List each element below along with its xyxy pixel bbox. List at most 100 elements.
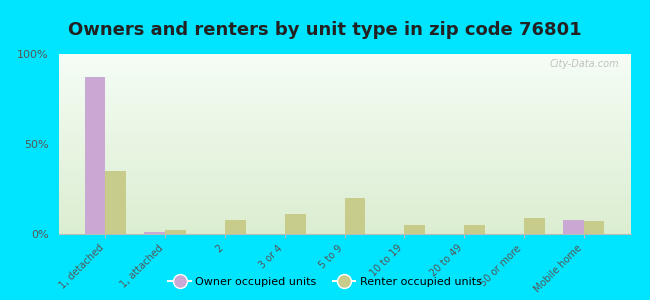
Bar xyxy=(58,153,630,155)
Bar xyxy=(58,70,630,72)
Bar xyxy=(58,77,630,79)
Bar xyxy=(144,232,165,234)
Bar xyxy=(58,169,630,171)
Bar xyxy=(58,139,630,140)
Bar xyxy=(58,225,630,227)
Bar xyxy=(58,160,630,162)
Bar xyxy=(58,74,630,76)
Bar xyxy=(58,151,630,153)
Bar xyxy=(58,187,630,189)
Bar xyxy=(58,97,630,99)
Bar xyxy=(58,108,630,110)
Bar xyxy=(58,63,630,65)
Bar xyxy=(58,88,630,90)
Bar xyxy=(165,230,186,234)
Bar xyxy=(58,157,630,158)
Bar xyxy=(58,137,630,139)
Bar xyxy=(58,112,630,113)
Bar xyxy=(58,94,630,95)
Bar xyxy=(58,58,630,59)
Bar xyxy=(58,54,630,56)
Bar xyxy=(58,149,630,151)
Bar xyxy=(84,77,105,234)
Bar xyxy=(58,189,630,191)
Bar xyxy=(58,131,630,133)
Bar xyxy=(58,167,630,169)
Bar xyxy=(58,214,630,216)
Bar xyxy=(584,221,605,234)
Bar xyxy=(58,86,630,88)
Bar xyxy=(58,180,630,182)
Bar xyxy=(464,225,485,234)
Bar xyxy=(58,140,630,142)
Bar xyxy=(58,148,630,149)
Bar xyxy=(58,202,630,203)
Bar xyxy=(58,113,630,115)
Bar xyxy=(58,121,630,122)
Bar xyxy=(58,209,630,211)
Bar xyxy=(344,198,365,234)
Legend: Owner occupied units, Renter occupied units: Owner occupied units, Renter occupied un… xyxy=(164,273,486,291)
Bar xyxy=(58,110,630,112)
Bar xyxy=(58,182,630,184)
Bar xyxy=(58,166,630,167)
Bar xyxy=(58,124,630,126)
Bar xyxy=(58,101,630,103)
Bar xyxy=(58,162,630,164)
Bar xyxy=(58,220,630,221)
Bar xyxy=(58,95,630,97)
Bar xyxy=(58,133,630,135)
Bar xyxy=(58,178,630,180)
Bar xyxy=(58,119,630,121)
Bar xyxy=(58,185,630,187)
Bar xyxy=(58,207,630,209)
Bar xyxy=(58,223,630,225)
Bar xyxy=(58,126,630,128)
Bar xyxy=(58,176,630,178)
Bar xyxy=(58,99,630,101)
Bar xyxy=(58,115,630,117)
Bar xyxy=(58,229,630,230)
Bar xyxy=(225,220,246,234)
Bar xyxy=(58,203,630,205)
Bar xyxy=(58,117,630,119)
Bar xyxy=(524,218,545,234)
Bar xyxy=(58,191,630,193)
Bar xyxy=(58,56,630,58)
Bar xyxy=(58,198,630,200)
Bar xyxy=(58,59,630,61)
Bar xyxy=(58,158,630,160)
Bar xyxy=(58,221,630,223)
Bar xyxy=(58,103,630,104)
Bar xyxy=(58,68,630,70)
Bar xyxy=(58,104,630,106)
Bar xyxy=(58,135,630,137)
Bar xyxy=(58,122,630,124)
Bar xyxy=(58,232,630,234)
Bar xyxy=(58,130,630,131)
Bar xyxy=(58,218,630,220)
Text: Owners and renters by unit type in zip code 76801: Owners and renters by unit type in zip c… xyxy=(68,21,582,39)
Bar xyxy=(105,171,126,234)
Bar xyxy=(58,216,630,218)
Bar xyxy=(58,227,630,229)
Bar xyxy=(58,230,630,232)
Bar xyxy=(285,214,306,234)
Bar xyxy=(404,225,425,234)
Bar xyxy=(58,144,630,146)
Bar xyxy=(58,85,630,86)
Bar xyxy=(58,106,630,108)
Bar xyxy=(58,212,630,214)
Bar xyxy=(58,196,630,198)
Bar xyxy=(58,72,630,74)
Bar xyxy=(58,164,630,166)
Bar xyxy=(58,61,630,63)
Bar xyxy=(58,81,630,83)
Bar xyxy=(58,65,630,67)
Bar xyxy=(58,128,630,130)
Bar xyxy=(58,92,630,94)
Text: City-Data.com: City-Data.com xyxy=(549,59,619,69)
Bar xyxy=(58,171,630,173)
Bar xyxy=(58,155,630,157)
Bar xyxy=(58,83,630,85)
